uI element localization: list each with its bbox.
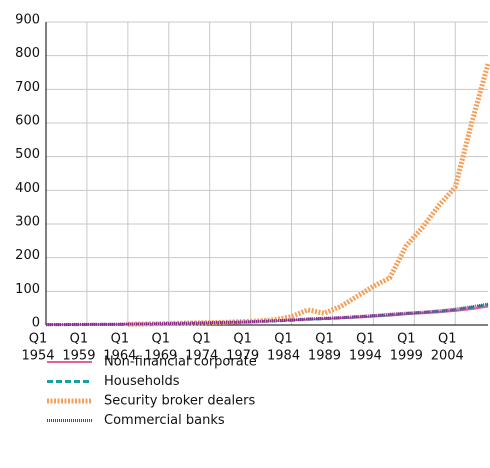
x-tick-label: 1959 [62, 349, 95, 364]
x-tick-label: Q1 [152, 332, 171, 347]
x-tick-label: 1999 [390, 349, 423, 364]
y-tick-label: 300 [15, 215, 40, 230]
x-tick-label: Q1 [438, 332, 457, 347]
x-tick-label: 2004 [431, 349, 464, 364]
x-tick-label: 1979 [226, 349, 259, 364]
y-tick-label: 400 [15, 181, 40, 196]
x-tick-label: Q1 [397, 332, 416, 347]
x-tick-label: Q1 [356, 332, 375, 347]
y-tick-label: 0 [32, 316, 40, 331]
y-tick-label: 500 [15, 147, 40, 162]
legend-label: Commercial banks [104, 413, 225, 428]
x-tick-label: Q1 [70, 332, 89, 347]
x-tick-label: Q1 [111, 332, 130, 347]
y-tick-label: 200 [15, 248, 40, 263]
x-tick-label: 1964 [103, 349, 136, 364]
legend-label: Security broker dealers [104, 394, 255, 409]
x-tick-label: 1974 [185, 349, 218, 364]
series-line [46, 303, 489, 327]
x-tick-label: 1969 [144, 349, 177, 364]
y-tick-label: 600 [15, 114, 40, 129]
y-tick-label: 900 [15, 13, 40, 28]
x-tick-label: 1989 [308, 349, 341, 364]
y-tick-label: 100 [15, 282, 40, 297]
x-tick-label: Q1 [192, 332, 211, 347]
series-line [46, 302, 489, 327]
y-tick-label: 800 [15, 46, 40, 61]
series-line [127, 63, 490, 327]
x-tick-label: Q1 [233, 332, 252, 347]
x-tick-label: Q1 [29, 332, 48, 347]
legend-label: Non-financial corporate [104, 355, 257, 370]
x-tick-label: 1994 [349, 349, 382, 364]
x-tick-label: 1984 [267, 349, 300, 364]
x-tick-label: 1954 [21, 349, 54, 364]
x-tick-label: Q1 [315, 332, 334, 347]
legend-label: Households [104, 374, 180, 389]
y-tick-label: 700 [15, 80, 40, 95]
x-tick-label: Q1 [274, 332, 293, 347]
